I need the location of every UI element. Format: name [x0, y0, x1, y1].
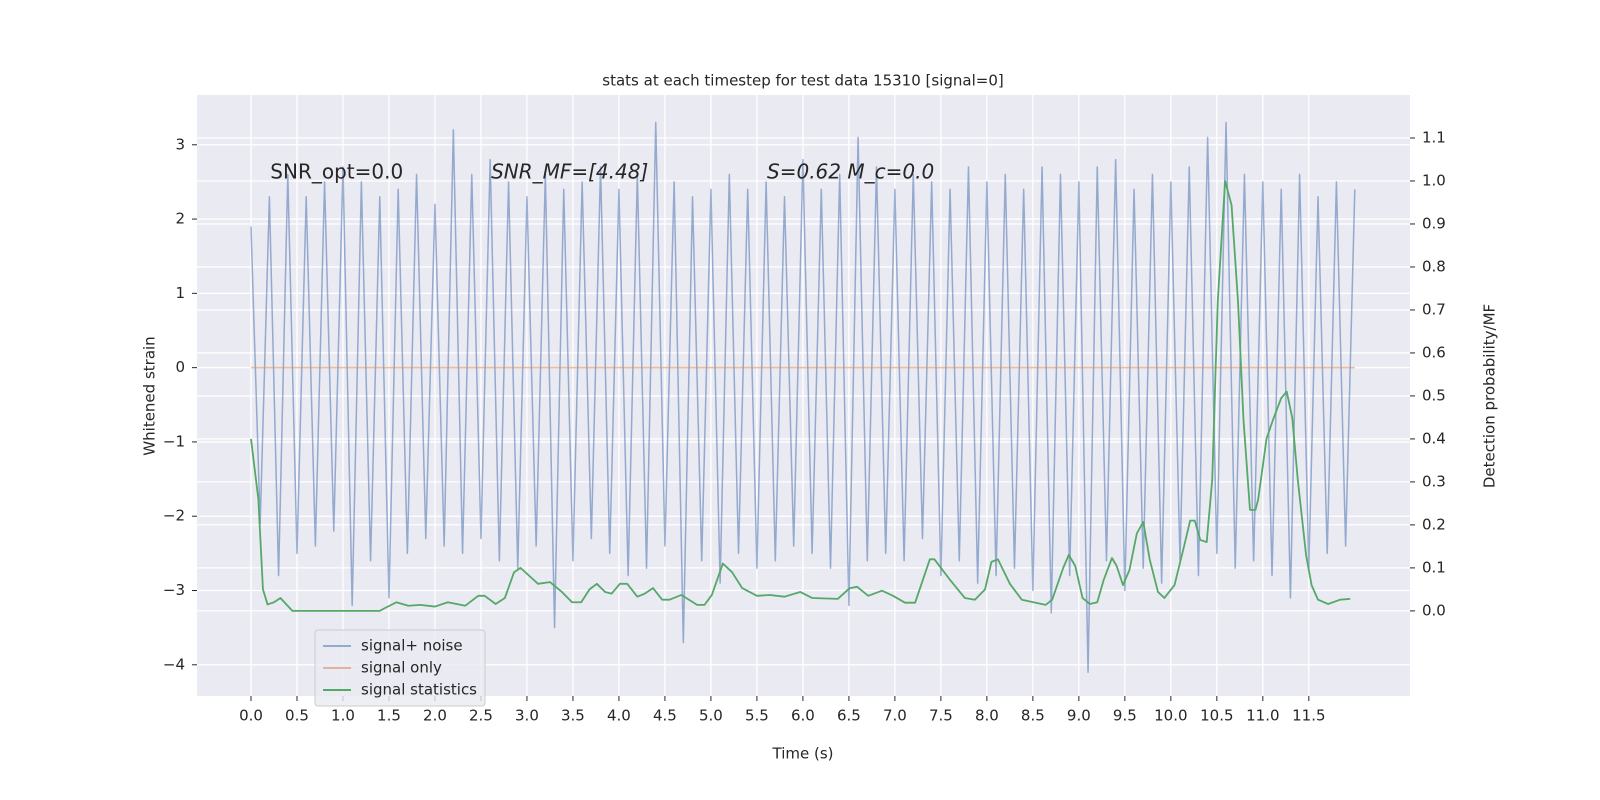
x-tick-label: 9.0 [1067, 707, 1091, 725]
x-tick-label: 8.5 [1021, 707, 1045, 725]
x-tick-label: 8.0 [975, 707, 999, 725]
legend-label: signal+ noise [361, 637, 463, 655]
x-tick-label: 5.0 [699, 707, 723, 725]
y2-tick-label: 1.1 [1422, 128, 1446, 146]
y2-tick-label: 0.7 [1422, 300, 1446, 318]
x-tick-label: 6.0 [791, 707, 815, 725]
y-tick-label: −1 [163, 432, 185, 450]
legend-box [314, 629, 486, 707]
y2-tick-label: 1.0 [1422, 171, 1446, 189]
series-line [250, 180, 1351, 612]
annotation: SNR_opt=0.0 [270, 160, 403, 184]
x-tick-label: 0.0 [239, 707, 263, 725]
x-tick-label: 0.5 [285, 707, 309, 725]
labels: 0.0 0.5 1.0 1.5 2.0 2.5 3.0 3.5 4.0 4.5 5.0 5.5 6.0 6… [163, 128, 1446, 724]
x-tick-label: 3.5 [561, 707, 585, 725]
x-tick-label: 10.0 [1154, 707, 1187, 725]
x-tick-label: 3.0 [515, 707, 539, 725]
x-tick-label: 1.5 [377, 707, 401, 725]
y2-tick-label: 0.0 [1422, 601, 1446, 619]
x-tick-label: 11.0 [1246, 707, 1279, 725]
x-tick-label: 4.0 [607, 707, 631, 725]
y-tick-label: 2 [175, 210, 185, 228]
x-tick-label: 6.5 [837, 707, 861, 725]
y2-tick-label: 0.9 [1422, 214, 1446, 232]
x-tick-label: 11.5 [1292, 707, 1325, 725]
annotation: SNR_MF=[4.48] [491, 160, 648, 184]
x-axis-label: Time (s) [772, 745, 834, 763]
y2-tick-label: 0.5 [1422, 386, 1446, 404]
legend-label: signal only [361, 659, 442, 677]
y2-tick-label: 0.6 [1422, 343, 1446, 361]
y2-tick-label: 0.4 [1422, 429, 1446, 447]
y-tick-label: −3 [163, 581, 185, 599]
x-tick-label: 1.0 [331, 707, 355, 725]
x-tick-label: 10.5 [1200, 707, 1233, 725]
chart-title: stats at each timestep for test data 153… [602, 72, 1003, 90]
x-tick-label: 2.0 [423, 707, 447, 725]
y-axis-label: Whitened strain [141, 336, 159, 455]
legend: signal+ noise signal only signal statistic… [314, 629, 486, 707]
y2-tick-label: 0.2 [1422, 515, 1446, 533]
y-tick-label: 0 [175, 358, 185, 376]
x-tick-label: 4.5 [653, 707, 677, 725]
legend-label: signal statistics [361, 681, 477, 699]
y-tick-label: 3 [175, 135, 185, 153]
marks [250, 121, 1356, 673]
x-tick-label: 9.5 [1113, 707, 1137, 725]
y-tick-label: 1 [175, 284, 185, 302]
y2-tick-label: 0.1 [1422, 558, 1446, 576]
y2-tick-label: 0.8 [1422, 257, 1446, 275]
x-tick-label: 2.5 [469, 707, 493, 725]
y-tick-label: −4 [163, 655, 185, 673]
x-tick-label: 7.5 [929, 707, 953, 725]
y-tick-label: −2 [163, 507, 185, 525]
annotation: S=0.62 M_c=0.0 [767, 160, 934, 184]
y2-tick-label: 0.3 [1422, 472, 1446, 490]
x-tick-label: 5.5 [745, 707, 769, 725]
x-tick-label: 7.0 [883, 707, 907, 725]
series-line [250, 121, 1356, 673]
y2-axis-label: Detection probability/MF [1481, 304, 1499, 488]
